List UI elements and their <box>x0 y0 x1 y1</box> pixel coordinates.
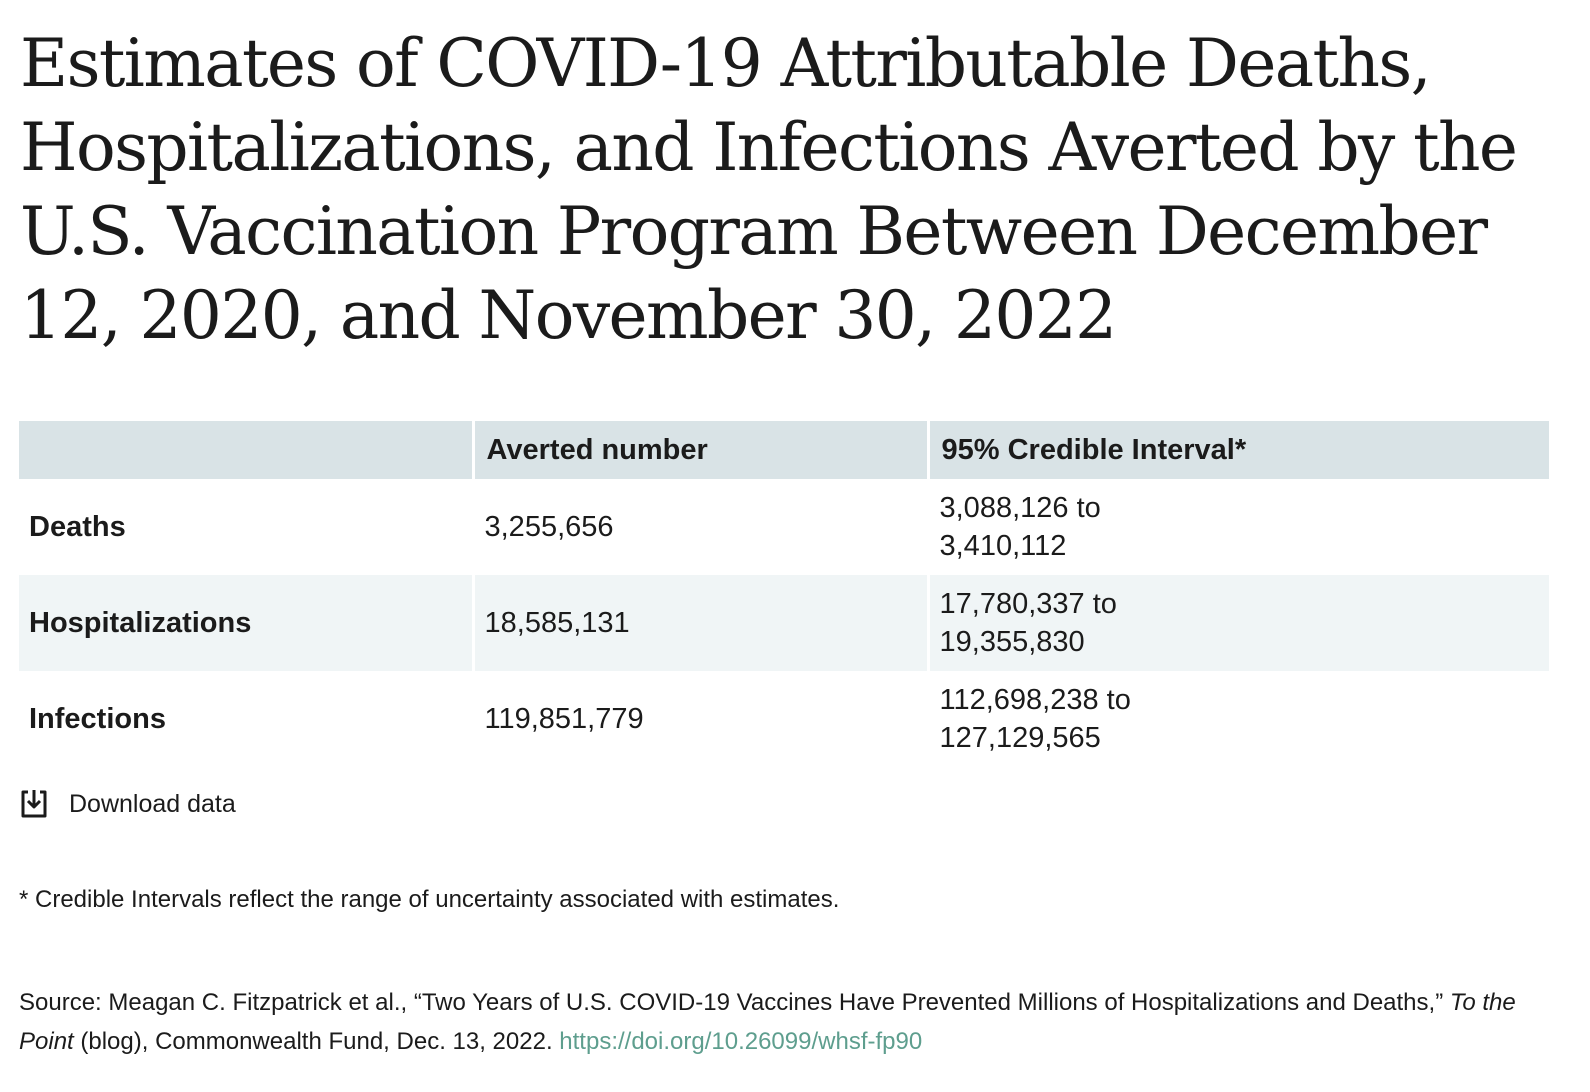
interval-cell: 17,780,337 to 19,355,830 <box>926 575 1549 671</box>
column-header-averted: Averted number <box>471 421 928 479</box>
averted-value: 119,851,779 <box>471 671 928 767</box>
download-data-button[interactable]: Download data <box>19 786 236 822</box>
download-label: Download data <box>69 789 236 818</box>
source-publication: To the Point <box>19 989 1516 1055</box>
source-suffix: (blog), Commonwealth Fund, Dec. 13, 2022… <box>73 1028 560 1055</box>
interval-high: 19,355,830 <box>939 626 1085 658</box>
table-row-infections: Infections 119,851,779 112,698,238 to 12… <box>19 671 1549 767</box>
interval-cell: 112,698,238 to 127,129,565 <box>926 671 1549 767</box>
interval-low: 112,698,238 to <box>939 684 1131 716</box>
source-link[interactable]: https://doi.org/10.26099/whsf-fp90 <box>559 1028 923 1055</box>
row-label: Hospitalizations <box>19 575 473 671</box>
interval-low: 3,088,126 to <box>939 492 1101 524</box>
row-label: Deaths <box>29 510 126 543</box>
averted-value: 18,585,131 <box>471 575 928 671</box>
table-row-hospitalizations: Hospitalizations 18,585,131 17,780,337 t… <box>19 575 1549 671</box>
table-header-row: Averted number 95% Credible Interval* <box>19 421 1549 479</box>
interval-low: 17,780,337 to <box>939 588 1117 620</box>
download-icon <box>21 790 47 818</box>
interval-high: 127,129,565 <box>939 722 1101 754</box>
source-citation: Source: Meagan C. Fitzpatrick et al., “T… <box>19 983 1559 1061</box>
column-header-label <box>19 421 473 479</box>
row-label: Infections <box>29 702 166 735</box>
interval-high: 3,410,112 <box>939 530 1067 562</box>
data-table: Averted number 95% Credible Interval* De… <box>19 421 1549 767</box>
table-row-deaths: Deaths 3,255,656 3,088,126 to 3,410,112 <box>19 479 1549 575</box>
averted-value: 3,255,656 <box>471 479 928 575</box>
interval-cell: 3,088,126 to 3,410,112 <box>926 479 1549 575</box>
page-title: Estimates of COVID-19 Attributable Death… <box>20 25 1518 354</box>
column-header-interval: 95% Credible Interval* <box>926 421 1549 479</box>
footnote: * Credible Intervals reflect the range o… <box>19 886 840 913</box>
source-prefix: Source: Meagan C. Fitzpatrick et al., “T… <box>19 989 1450 1016</box>
